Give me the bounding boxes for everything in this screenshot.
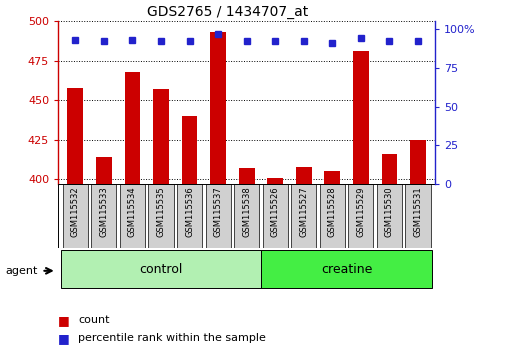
Bar <box>234 184 259 248</box>
Text: agent: agent <box>5 266 37 276</box>
Bar <box>210 32 226 184</box>
Bar <box>324 171 339 184</box>
Bar <box>148 184 173 248</box>
Bar <box>376 184 401 248</box>
Bar <box>153 89 169 184</box>
Bar <box>181 116 197 184</box>
Bar <box>291 184 316 248</box>
Text: GSM115529: GSM115529 <box>356 187 365 237</box>
Text: control: control <box>139 263 182 275</box>
Bar <box>261 250 431 288</box>
Text: GSM115533: GSM115533 <box>99 187 108 238</box>
Text: GSM115532: GSM115532 <box>71 187 80 237</box>
Bar <box>381 154 396 184</box>
Text: ■: ■ <box>58 332 70 344</box>
Bar <box>410 140 425 184</box>
Text: GSM115534: GSM115534 <box>128 187 137 237</box>
Bar <box>352 51 368 184</box>
Bar <box>262 184 287 248</box>
Text: ■: ■ <box>58 314 70 327</box>
Text: GSM115528: GSM115528 <box>327 187 336 237</box>
Title: GDS2765 / 1434707_at: GDS2765 / 1434707_at <box>147 5 308 19</box>
Bar <box>124 72 140 184</box>
Bar <box>405 184 430 248</box>
Bar <box>205 184 230 248</box>
Bar <box>267 178 282 184</box>
Bar <box>67 88 83 184</box>
Text: GSM115537: GSM115537 <box>213 187 222 238</box>
Text: GSM115527: GSM115527 <box>298 187 308 237</box>
Bar <box>120 184 145 248</box>
Bar <box>319 184 344 248</box>
Bar <box>63 184 88 248</box>
Text: GSM115536: GSM115536 <box>185 187 194 238</box>
Text: GSM115526: GSM115526 <box>270 187 279 237</box>
Bar <box>295 167 311 184</box>
Bar <box>347 184 373 248</box>
Bar <box>177 184 201 248</box>
Text: creatine: creatine <box>320 263 372 275</box>
Bar <box>91 184 116 248</box>
Text: GSM115538: GSM115538 <box>242 187 250 238</box>
Bar <box>96 157 112 184</box>
Text: GSM115530: GSM115530 <box>384 187 393 237</box>
Text: count: count <box>78 315 110 325</box>
Text: GSM115535: GSM115535 <box>156 187 165 237</box>
Text: GSM115531: GSM115531 <box>413 187 422 237</box>
Text: percentile rank within the sample: percentile rank within the sample <box>78 333 266 343</box>
Bar <box>238 168 254 184</box>
Bar <box>61 250 261 288</box>
